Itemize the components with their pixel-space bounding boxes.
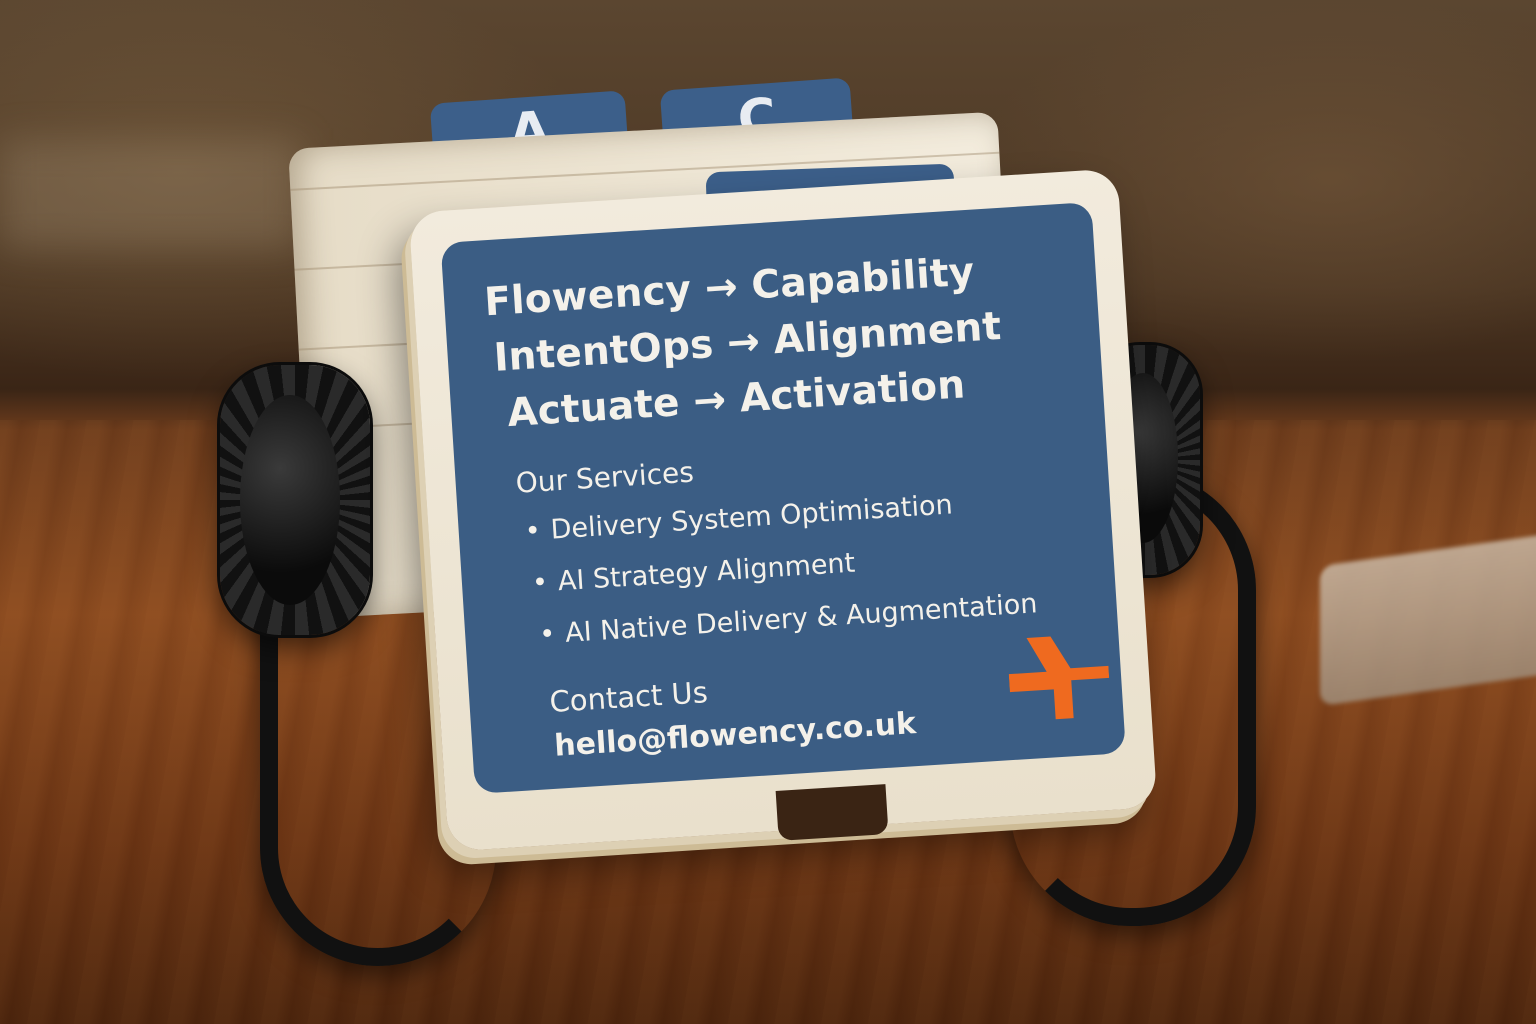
contact-title: Contact Us	[548, 675, 709, 720]
flowency-arrow-logo-icon	[1008, 636, 1110, 720]
blurred-shelf	[0, 140, 300, 250]
bullet: •	[531, 566, 549, 599]
card-panel: Flowency → Capability IntentOps → Alignm…	[440, 202, 1126, 794]
bullet: •	[538, 618, 557, 651]
knob-cap	[240, 395, 340, 605]
card-notch	[775, 784, 889, 841]
rolodex-knob-left[interactable]	[220, 365, 370, 635]
services-title: Our Services	[514, 455, 695, 500]
service-item: • AI Strategy Alignment	[531, 548, 856, 599]
bullet: •	[523, 515, 542, 548]
service-item-label: Delivery System Optimisation	[549, 489, 954, 546]
service-item: • AI Native Delivery & Augmentation	[538, 588, 1038, 650]
business-card[interactable]: Flowency → Capability IntentOps → Alignm…	[408, 168, 1158, 852]
service-item-label: AI Native Delivery & Augmentation	[564, 588, 1039, 649]
service-item: • Delivery System Optimisation	[524, 489, 954, 547]
service-item-label: AI Strategy Alignment	[557, 547, 857, 598]
